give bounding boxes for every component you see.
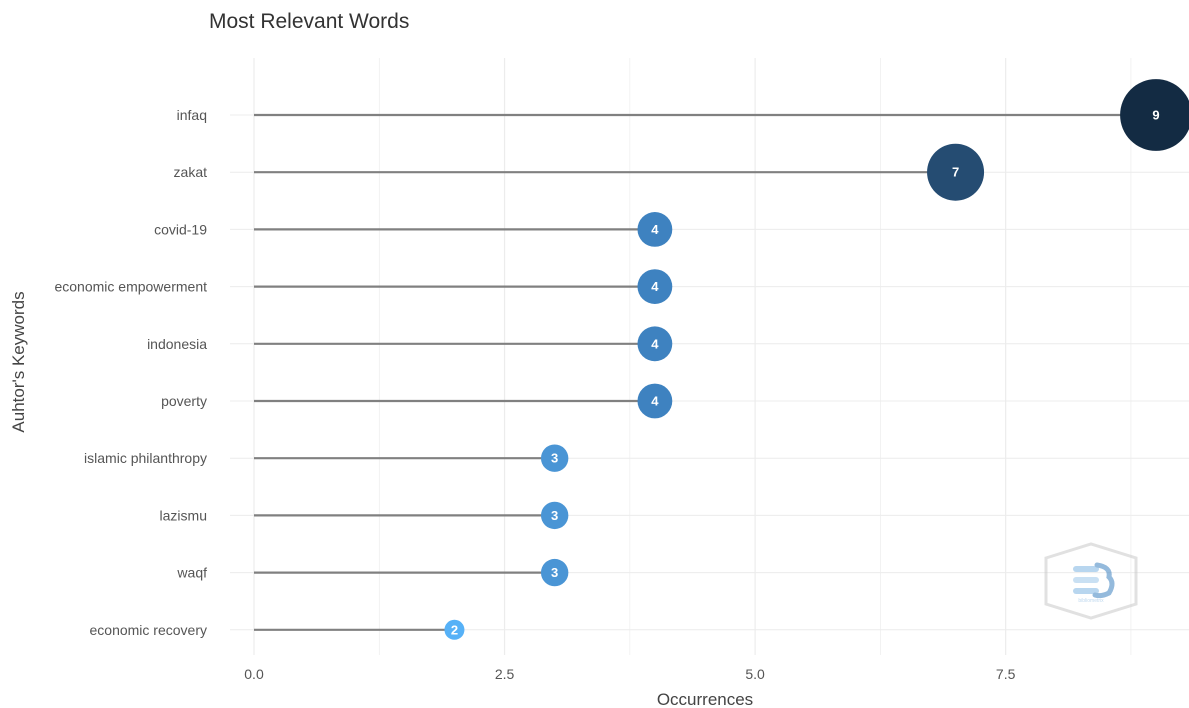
- data-label-7: 3: [551, 508, 558, 523]
- bubble-layer: 9 7 4 4 4 4 3 3 3 2: [444, 79, 1189, 640]
- y-tick-label-8: waqf: [176, 565, 207, 581]
- bubble-7[interactable]: [540, 501, 569, 530]
- bubble-5[interactable]: [637, 383, 673, 419]
- x-tick-label-0: 0.0: [244, 666, 264, 682]
- y-tick-label-4: indonesia: [147, 336, 207, 352]
- y-tick-label-5: poverty: [161, 393, 207, 409]
- bubble-9[interactable]: [444, 619, 465, 640]
- y-tick-label-0: infaq: [177, 107, 207, 123]
- bibliometrix-logo-icon: bibliometrix: [1044, 542, 1138, 620]
- bubble-1[interactable]: [927, 143, 985, 201]
- bubble-8[interactable]: [540, 558, 569, 587]
- x-axis-title: Occurrences: [657, 690, 753, 708]
- data-label-9: 2: [451, 622, 458, 637]
- y-tick-label-6: islamic philanthropy: [84, 450, 207, 466]
- stem-layer: [254, 113, 1156, 631]
- x-tick-label-3: 7.5: [996, 666, 1016, 682]
- bubble-4[interactable]: [637, 326, 673, 362]
- y-axis-title: Auhtor's Keywords: [9, 291, 28, 432]
- y-tick-label-3: economic empowerment: [54, 279, 207, 295]
- chart-title: Most Relevant Words: [209, 10, 410, 33]
- data-label-2: 4: [651, 222, 659, 237]
- watermark-text: bibliometrix: [1078, 598, 1104, 604]
- data-label-3: 4: [651, 279, 659, 294]
- bubble-0[interactable]: [1120, 79, 1189, 151]
- y-tick-label-1: zakat: [174, 164, 208, 180]
- x-tick-label-2: 5.0: [745, 666, 765, 682]
- y-tick-label-7: lazismu: [160, 507, 207, 523]
- y-tick-labels: infaq zakat covid-19 economic empowerment in…: [54, 107, 207, 638]
- x-tick-labels: 0.0 2.5 5.0 7.5: [244, 666, 1015, 682]
- data-label-8: 3: [551, 565, 558, 580]
- data-label-0: 9: [1152, 108, 1159, 123]
- data-label-4: 4: [651, 336, 659, 351]
- bubble-6[interactable]: [540, 444, 569, 472]
- data-label-1: 7: [952, 165, 959, 180]
- bubble-2[interactable]: [637, 212, 673, 247]
- data-label-5: 4: [651, 394, 659, 409]
- y-tick-label-2: covid-19: [154, 221, 207, 237]
- data-label-6: 3: [551, 451, 558, 466]
- bubble-3[interactable]: [637, 269, 673, 304]
- x-tick-label-1: 2.5: [495, 666, 515, 682]
- y-tick-label-9: economic recovery: [90, 622, 208, 638]
